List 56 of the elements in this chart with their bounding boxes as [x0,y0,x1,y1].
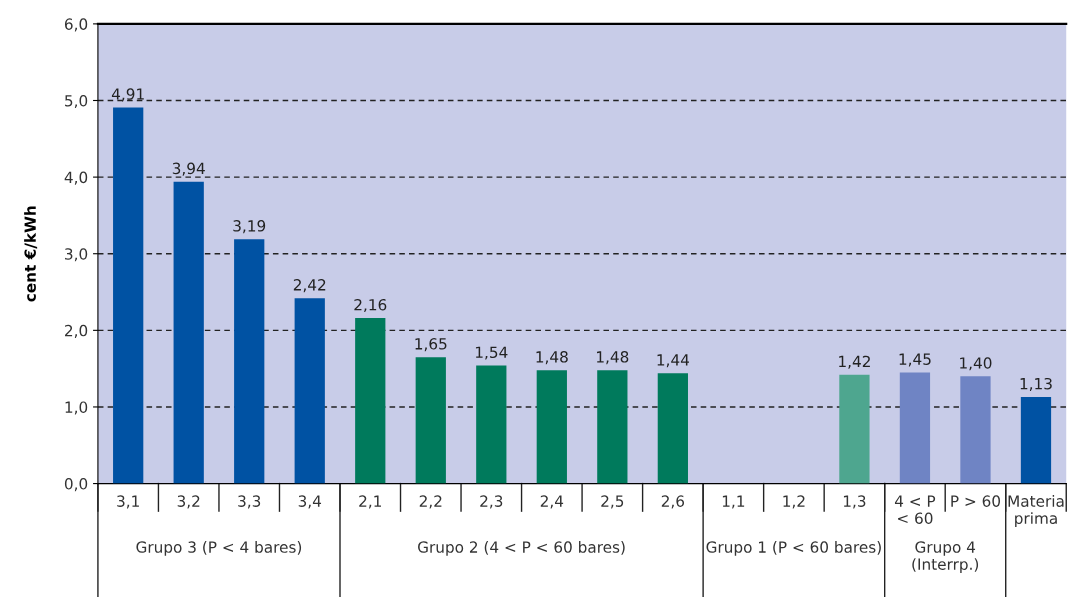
y-tick-label: 5,0 [65,94,88,109]
x-tick-label: 3,4 [298,495,322,509]
y-tick-label: 1,0 [65,401,88,415]
bar [234,239,265,484]
data-label: 1,48 [536,351,568,365]
x-tick-label: 2,4 [540,495,564,509]
text: Grupo 4 (Interrp.) [912,541,979,573]
x-tick-label: 2,1 [359,495,381,509]
bar [476,365,507,484]
y-tick-label: 2,0 [65,324,88,338]
x-tick-label: 2,3 [480,495,503,509]
data-label: 3,19 [233,220,266,234]
data-label: 2,42 [293,279,326,293]
data-label: 1,13 [1020,377,1052,391]
bar [657,373,688,484]
bar [536,370,567,484]
bar [960,376,991,484]
data-label: 1,42 [839,355,870,369]
text: Grupo 2 (4 < P < 60 bares) [418,541,625,556]
data-label: 1,48 [597,351,629,365]
data-label: 4,91 [111,88,144,102]
x-tick-label: 2,2 [419,495,442,509]
x-tick-label: 1,1 [722,495,745,509]
bar [899,372,931,484]
x-tick-label: Materia prima [1008,495,1064,527]
y-tick-label: 3,0 [65,248,88,262]
x-tick-label: 3,3 [238,495,261,509]
bar [1020,397,1052,484]
data-label: 1,45 [899,353,931,367]
bar [839,374,870,484]
bar [294,298,325,484]
x-tick-label: 3,2 [177,495,200,509]
y-tick-label: 0,0 [64,478,88,492]
y-tick-label: 4,0 [64,171,88,185]
y-tick-label: 6,0 [64,18,88,32]
data-label: 3,94 [172,162,205,176]
data-label: 1,54 [475,346,508,360]
text: Grupo 3 (P < 4 bares) [136,541,302,556]
bar [355,318,386,484]
x-tick-label: 4 < P < 60 [894,495,936,524]
data-label: 1,40 [960,357,992,371]
data-label: 2,16 [354,298,387,313]
y-axis-title: cent €/kWh [24,206,38,302]
bar [597,370,628,484]
text: Grupo 1 (P < 60 bares) [706,541,881,556]
x-tick-label: 3,1 [117,495,139,509]
data-label: 1,65 [415,338,447,352]
bar [415,357,446,484]
x-tick-label: 1,3 [843,495,866,509]
x-tick-label: 2,5 [601,495,624,509]
x-tick-label: 1,2 [783,495,805,509]
x-tick-label: 2,6 [661,495,685,509]
bar [173,181,204,484]
bar [113,107,144,484]
x-tick-label: P > 60 [951,495,1001,507]
data-label: 1,44 [657,354,690,368]
